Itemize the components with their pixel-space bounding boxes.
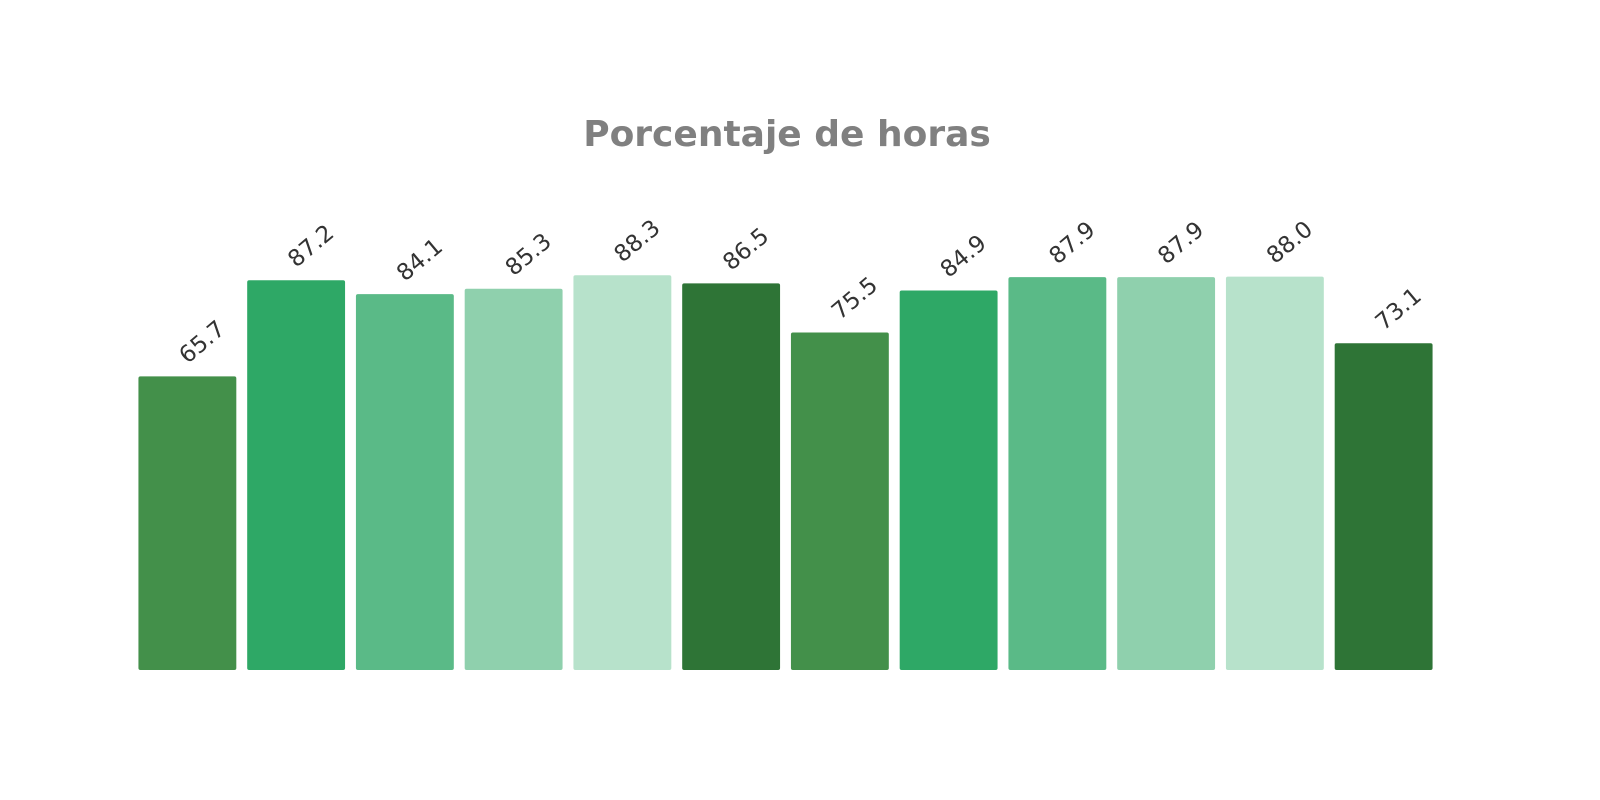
bar: [464, 288, 563, 670]
bar: [247, 280, 346, 670]
bar: [1117, 277, 1216, 670]
value-label: 84.1: [392, 234, 448, 287]
value-label: 87.9: [1153, 217, 1209, 270]
bar: [899, 290, 998, 670]
bar: [1008, 277, 1107, 670]
bar: [573, 275, 672, 670]
bar: [682, 283, 781, 670]
bar: [138, 376, 237, 670]
value-label: 85.3: [501, 228, 557, 281]
value-label: 88.3: [610, 215, 666, 268]
value-label: 75.5: [827, 272, 883, 325]
value-label: 87.2: [283, 220, 339, 273]
value-label: 87.9: [1045, 217, 1101, 270]
value-label: 86.5: [718, 223, 774, 276]
bar: [355, 294, 454, 670]
value-label: 65.7: [175, 316, 231, 369]
value-label: 88.0: [1262, 216, 1318, 269]
bar: [1225, 276, 1324, 670]
value-label: 84.9: [936, 230, 992, 283]
value-label: 73.1: [1371, 283, 1427, 336]
chart-title: Porcentaje de horas: [583, 114, 991, 155]
bar: [1334, 343, 1433, 670]
bar: [790, 332, 889, 670]
